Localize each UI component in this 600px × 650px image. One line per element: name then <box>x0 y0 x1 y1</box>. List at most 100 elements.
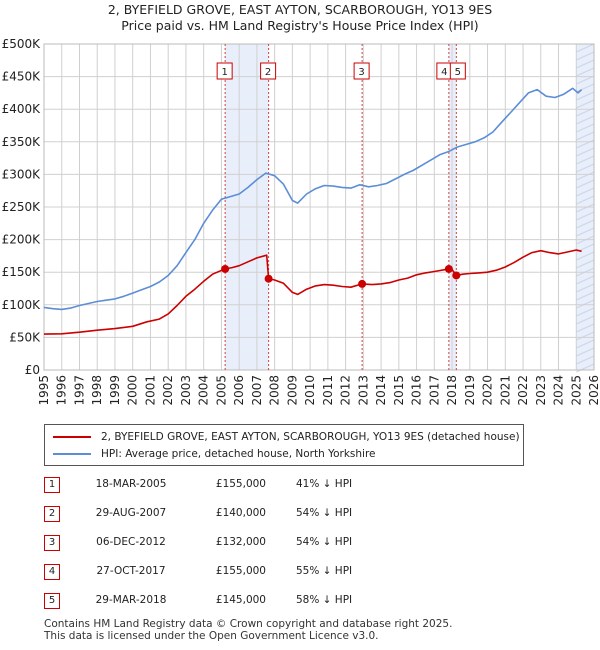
x-tick-label: 2009 <box>285 375 299 406</box>
footer: Contains HM Land Registry data © Crown c… <box>44 618 452 642</box>
x-tick-label: 2004 <box>197 375 211 406</box>
sale-hpi-diff: 41% ↓ HPI <box>296 478 353 490</box>
y-tick-label: £200K <box>2 233 42 247</box>
x-tick-label: 2026 <box>587 375 600 406</box>
table-row: 3 06-DEC-2012 £132,000 54% ↓ HPI <box>44 535 464 555</box>
x-tick-label: 2010 <box>303 375 317 406</box>
sale-label-box <box>260 62 277 80</box>
table-row: 2 29-AUG-2007 £140,000 54% ↓ HPI <box>44 506 464 526</box>
x-tick-label: 2022 <box>516 375 530 406</box>
forecast-hatch <box>576 147 595 157</box>
forecast-hatch <box>576 211 595 221</box>
forecast-hatch <box>576 331 595 341</box>
forecast-hatch <box>576 283 595 293</box>
x-tick-label: 2024 <box>552 375 566 406</box>
legend-swatch-price-paid <box>53 436 91 438</box>
legend-label-price-paid: 2, BYEFIELD GROVE, EAST AYTON, SCARBOROU… <box>101 431 520 443</box>
x-tick-label: 2006 <box>232 375 246 406</box>
x-tick-label: 1995 <box>37 375 51 406</box>
forecast-hatch <box>576 355 595 365</box>
forecast-hatch <box>576 43 595 53</box>
sale-hpi-diff: 54% ↓ HPI <box>296 536 353 548</box>
table-row: 5 29-MAR-2018 £145,000 58% ↓ HPI <box>44 593 464 613</box>
x-tick-label: 2003 <box>179 375 193 406</box>
sale-point <box>358 279 367 288</box>
legend-label-hpi: HPI: Average price, detached house, Nort… <box>101 448 376 460</box>
sale-price: £155,000 <box>215 478 266 490</box>
legend-item-hpi: HPI: Average price, detached house, Nort… <box>53 446 376 462</box>
sale-label: 4 <box>441 67 447 78</box>
x-tick-label: 2014 <box>374 375 388 406</box>
sale-point <box>264 274 273 283</box>
sale-point <box>444 264 453 273</box>
chart-subtitle: Price paid vs. HM Land Registry's House … <box>121 18 479 33</box>
plot-frame <box>43 43 595 371</box>
x-tick-label: 2023 <box>534 375 548 406</box>
forecast-hatch <box>576 315 595 325</box>
price-paid-line <box>43 249 582 335</box>
sale-label: 2 <box>265 67 271 78</box>
x-tick-label: 2020 <box>481 375 495 406</box>
chart-title-block: 2, BYEFIELD GROVE, EAST AYTON, SCARBOROU… <box>0 2 600 34</box>
sale-label-box <box>353 62 370 80</box>
x-tick-label: 2005 <box>214 375 228 406</box>
x-tick-label: 2002 <box>161 375 175 406</box>
forecast-hatch <box>576 99 595 109</box>
x-tick-label: 2018 <box>445 375 459 406</box>
x-tick-label: 2011 <box>321 375 335 406</box>
x-tick-label: 2025 <box>569 375 583 406</box>
forecast-hatch <box>576 203 595 213</box>
y-tick-label: £400K <box>2 102 42 116</box>
sale-hpi-diff: 54% ↓ HPI <box>296 507 353 519</box>
x-tick-label: 2007 <box>250 375 264 406</box>
sale-number-badge: 1 <box>44 477 60 493</box>
forecast-hatch <box>576 219 595 229</box>
sale-point <box>452 271 461 280</box>
x-tick-label: 2016 <box>410 375 424 406</box>
y-tick-label: £150K <box>2 265 42 279</box>
x-tick-label: 2012 <box>339 375 353 406</box>
x-tick-label: 2001 <box>143 375 157 406</box>
forecast-hatch <box>576 307 595 317</box>
sale-label-box <box>216 62 233 80</box>
forecast-hatch <box>576 299 595 309</box>
sale-number-badge: 2 <box>44 506 60 522</box>
y-tick-label: £0 <box>25 363 40 377</box>
sale-number-badge: 5 <box>44 593 60 609</box>
forecast-hatch <box>576 259 595 269</box>
footer-license: This data is licensed under the Open Gov… <box>44 630 379 642</box>
x-tick-label: 2000 <box>126 375 140 406</box>
sale-price: £132,000 <box>215 536 266 548</box>
forecast-hatch <box>576 363 595 373</box>
y-tick-label: £350K <box>2 135 42 149</box>
forecast-hatch <box>576 51 595 61</box>
sale-number-badge: 3 <box>44 535 60 551</box>
forecast-hatch <box>576 91 595 101</box>
forecast-hatch <box>576 115 595 125</box>
x-tick-label: 1996 <box>55 375 69 406</box>
legend-item-price-paid: 2, BYEFIELD GROVE, EAST AYTON, SCARBOROU… <box>53 429 520 445</box>
x-tick-label: 2008 <box>268 375 282 406</box>
sale-hpi-diff: 58% ↓ HPI <box>296 594 353 606</box>
chart-title: 2, BYEFIELD GROVE, EAST AYTON, SCARBOROU… <box>107 2 493 17</box>
legend-swatch-hpi <box>53 453 91 455</box>
sale-date: 29-AUG-2007 <box>95 507 167 519</box>
sale-label-box <box>449 62 466 80</box>
forecast-hatch <box>576 323 595 333</box>
forecast-hatch <box>576 155 595 165</box>
forecast-hatch <box>576 179 595 189</box>
x-tick-label: 1999 <box>108 375 122 406</box>
y-tick-label: £250K <box>2 200 42 214</box>
legend: 2, BYEFIELD GROVE, EAST AYTON, SCARBOROU… <box>44 424 524 466</box>
forecast-hatch <box>576 227 595 237</box>
y-tick-label: £100K <box>2 298 42 312</box>
x-tick-label: 2021 <box>498 375 512 406</box>
forecast-hatch <box>576 347 595 357</box>
table-row: 4 27-OCT-2017 £155,000 55% ↓ HPI <box>44 564 464 584</box>
y-tick-label: £50K <box>9 330 41 344</box>
forecast-hatch <box>576 339 595 349</box>
sale-date: 18-MAR-2005 <box>95 478 167 490</box>
x-tick-label: 2017 <box>427 375 441 406</box>
y-tick-label: £300K <box>2 167 42 181</box>
sale-date: 27-OCT-2017 <box>96 565 166 577</box>
